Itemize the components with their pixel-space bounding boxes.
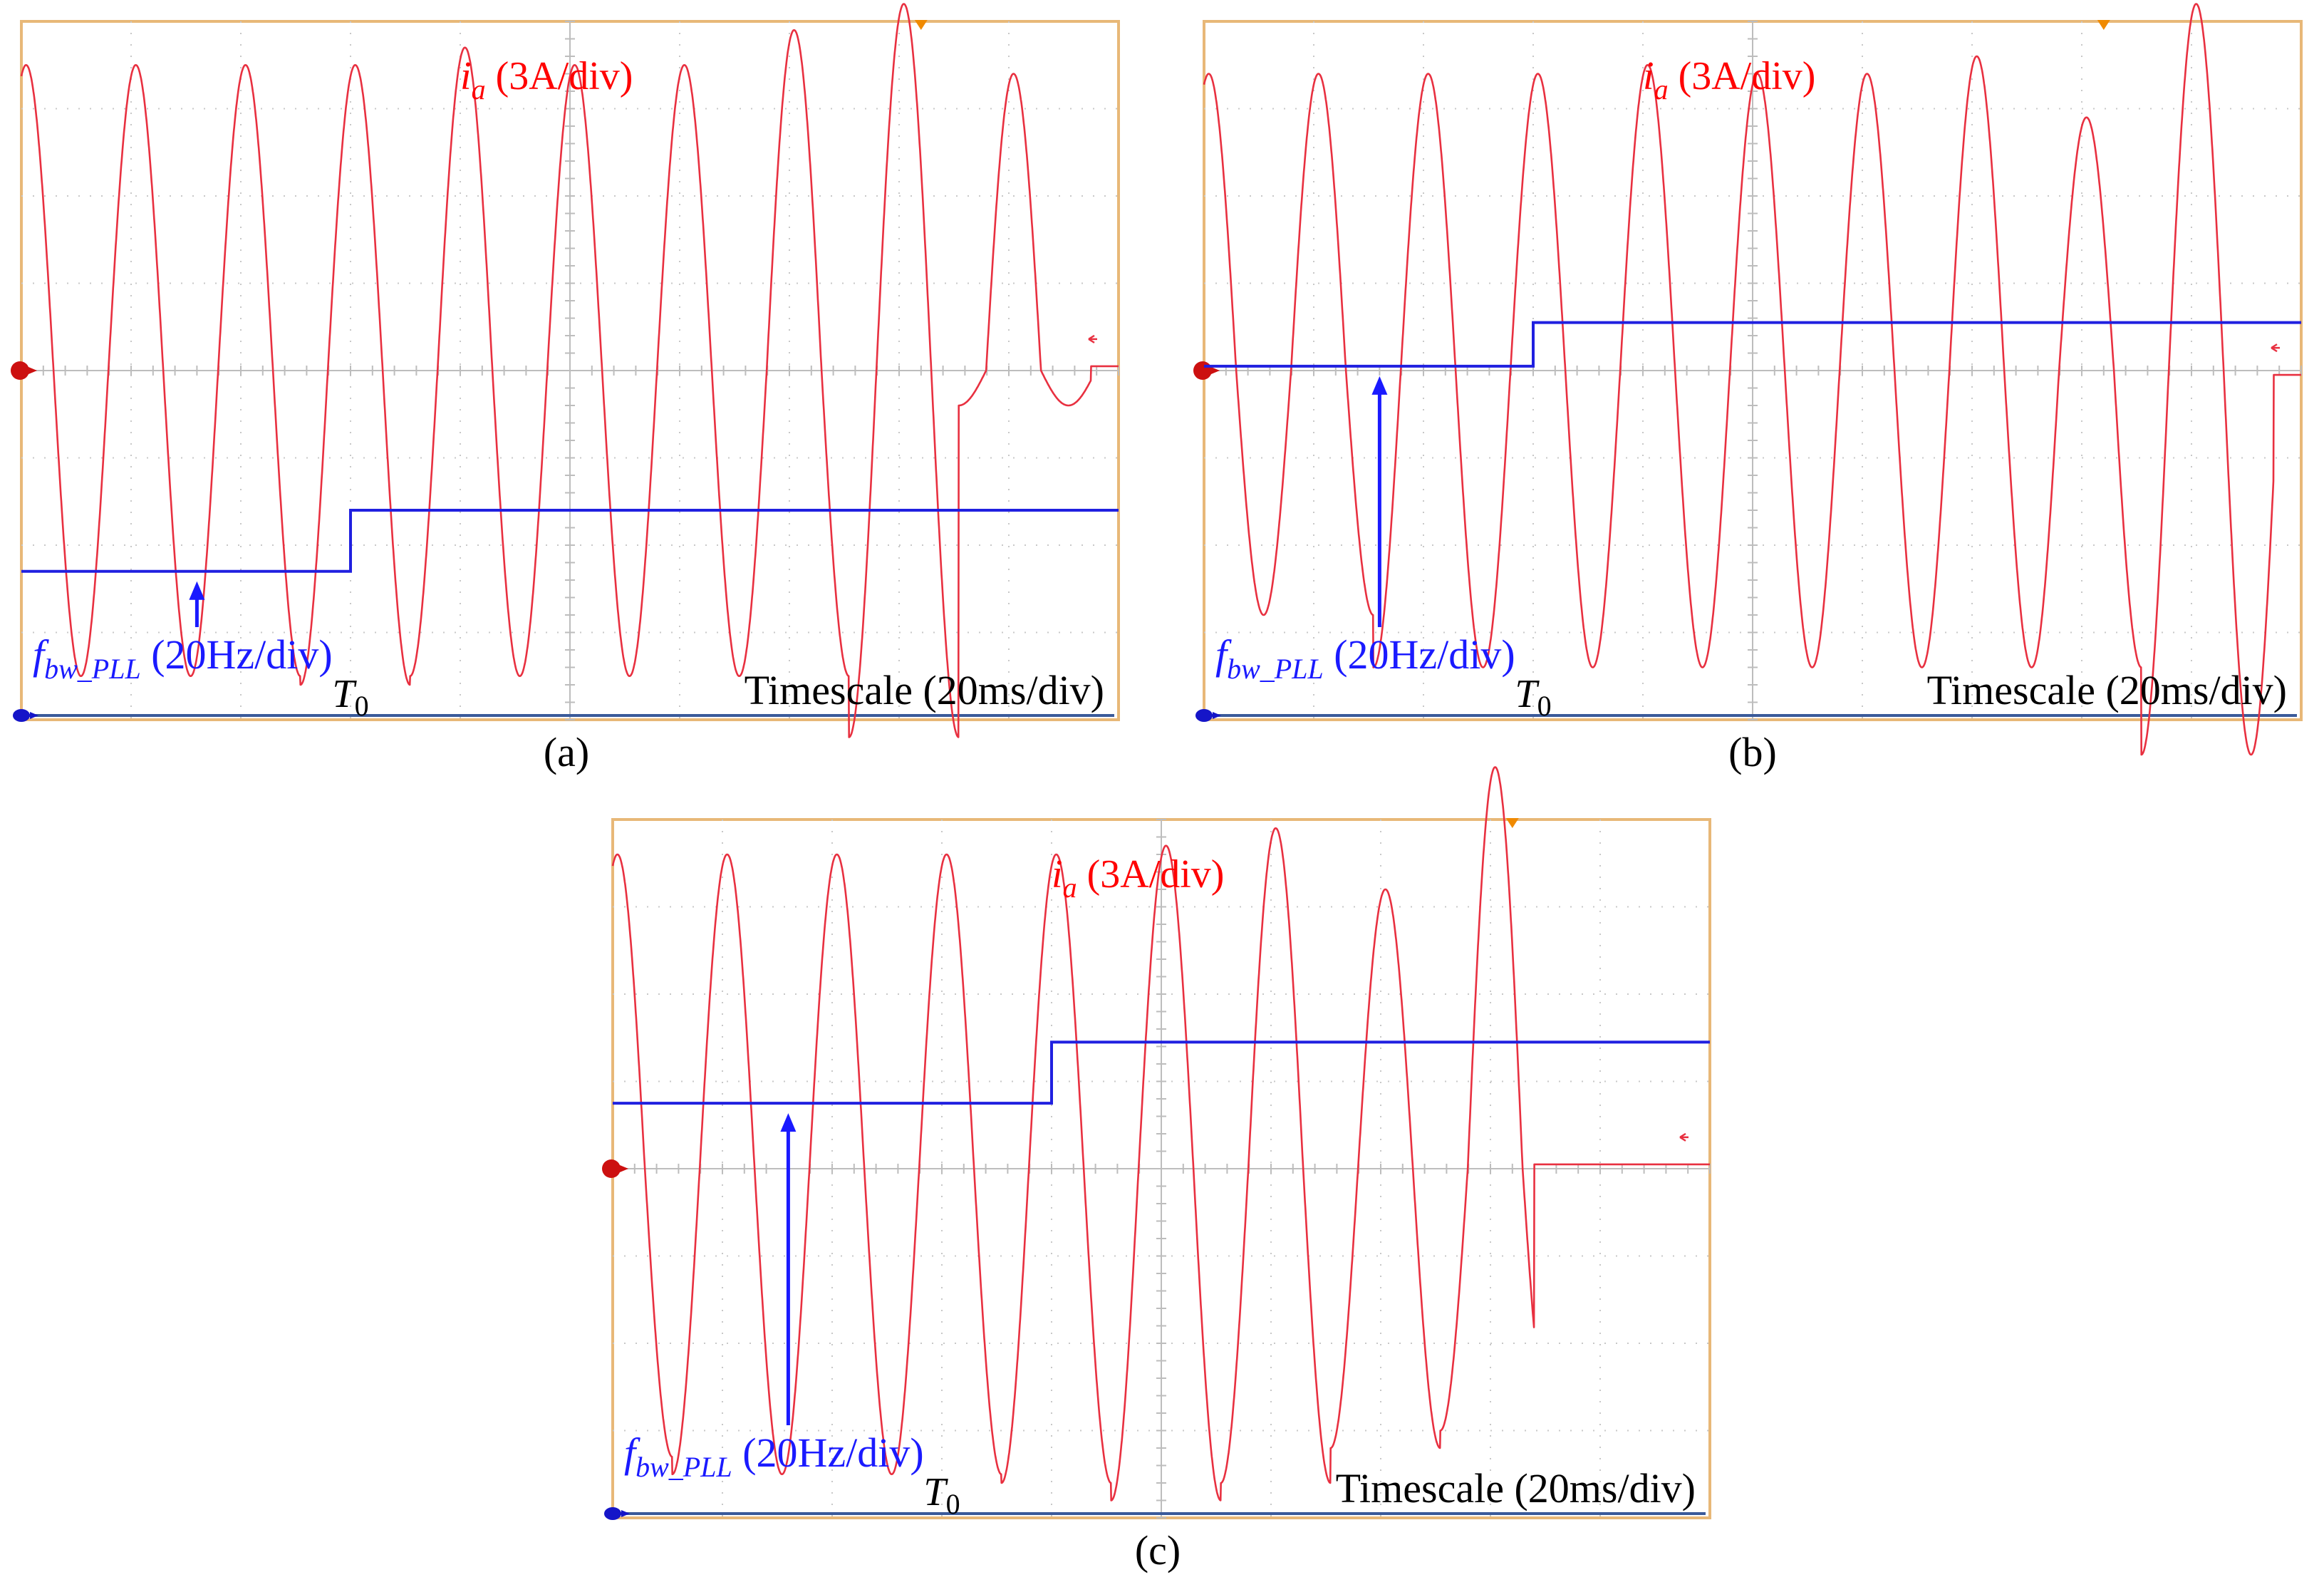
panel-c: ia (3A/div) fbw_PLL (20Hz/div)T0 Timescale… <box>602 766 1711 1520</box>
bandwidth-arrow-icon <box>1371 376 1388 395</box>
trace-i-a <box>1203 3 2302 756</box>
t0-subscript: 0 <box>1537 690 1552 722</box>
current-label-symbol: i <box>1052 852 1063 896</box>
ch1-ground-marker-icon <box>11 361 29 380</box>
ch2-arrow-icon <box>30 712 38 719</box>
t0-symbol: T <box>332 672 357 716</box>
trigger-marker-icon <box>2097 20 2110 30</box>
t0-label: T0 <box>923 1470 960 1520</box>
ch1-ground-marker-icon <box>602 1159 621 1178</box>
current-label-subscript: a <box>1063 872 1077 904</box>
ch2-marker-icon <box>13 709 30 722</box>
trigger-marker-icon <box>1505 818 1519 828</box>
bandwidth-label-unit: (20Hz/div) <box>1324 631 1515 678</box>
trace-i-a-level-icon <box>1088 334 1097 343</box>
scope-screen-b: ia (3A/div) fbw_PLL (20Hz/div)T0 Timescale… <box>1193 3 2303 756</box>
caption-c: (c) <box>1135 1527 1181 1573</box>
current-label-symbol: i <box>1643 54 1654 98</box>
trace-i-a-level-icon <box>1679 1132 1688 1142</box>
ch2-arrow-icon <box>621 1510 630 1517</box>
bandwidth-arrow-icon <box>780 1113 797 1132</box>
current-label-unit: (3A/div) <box>1077 852 1225 896</box>
bandwidth-label-subscript: bw_PLL <box>636 1451 732 1483</box>
ch2-arrow-icon <box>1213 712 1221 719</box>
bandwidth-label-subscript: bw_PLL <box>44 653 141 685</box>
current-label-symbol: i <box>460 54 472 98</box>
caption-b: (b) <box>1728 729 1777 775</box>
trace-i-a <box>20 3 1119 738</box>
ch2-marker-icon <box>604 1507 621 1520</box>
bandwidth-label: fbw_PLL (20Hz/div) <box>33 631 333 685</box>
trigger-marker-icon <box>914 20 928 30</box>
bandwidth-label-unit: (20Hz/div) <box>732 1430 924 1476</box>
bandwidth-label-subscript: bw_PLL <box>1227 653 1324 685</box>
current-label: ia (3A/div) <box>1052 852 1224 904</box>
ch1-ground-arrow-icon <box>1211 367 1220 374</box>
ch1-ground-arrow-icon <box>28 367 37 374</box>
ch2-marker-icon <box>1195 709 1213 722</box>
trace-i-a-level-icon <box>2271 343 2280 353</box>
bandwidth-label-unit: (20Hz/div) <box>141 631 333 678</box>
scope-screen-a: ia (3A/div) fbw_PLL (20Hz/div)T0 Timescale… <box>11 3 1120 738</box>
bandwidth-label: fbw_PLL (20Hz/div) <box>1215 631 1515 685</box>
current-label-subscript: a <box>1654 73 1669 105</box>
timescale-label: Timescale (20ms/div) <box>1927 667 2287 713</box>
current-label-unit: (3A/div) <box>1669 54 1816 98</box>
trace-f-bw-pll <box>1204 321 2301 368</box>
panel-b: ia (3A/div) fbw_PLL (20Hz/div)T0 Timescale… <box>1193 3 2303 756</box>
t0-symbol: T <box>1515 672 1540 716</box>
ch1-ground-marker-icon <box>1193 361 1212 380</box>
t0-label: T0 <box>1515 672 1551 722</box>
current-label: ia (3A/div) <box>460 54 633 105</box>
t0-label: T0 <box>332 672 368 722</box>
timescale-label: Timescale (20ms/div) <box>745 667 1104 713</box>
trace-f-bw-pll <box>21 509 1119 573</box>
current-label: ia (3A/div) <box>1643 54 1815 105</box>
current-label-unit: (3A/div) <box>486 54 633 98</box>
scope-screen-c: ia (3A/div) fbw_PLL (20Hz/div)T0 Timescale… <box>602 766 1711 1520</box>
timescale-label: Timescale (20ms/div) <box>1336 1465 1696 1511</box>
trace-f-bw-pll <box>613 1040 1710 1105</box>
ch1-ground-arrow-icon <box>620 1165 628 1172</box>
trace-i-a <box>611 766 1711 1501</box>
bandwidth-arrow-icon <box>189 581 205 600</box>
current-label-subscript: a <box>472 73 486 105</box>
caption-a: (a) <box>544 729 589 775</box>
t0-symbol: T <box>923 1470 948 1514</box>
t0-subscript: 0 <box>355 690 369 722</box>
t0-subscript: 0 <box>946 1488 960 1520</box>
bandwidth-label: fbw_PLL (20Hz/div) <box>624 1430 924 1483</box>
panel-a: ia (3A/div) fbw_PLL (20Hz/div)T0 Timescale… <box>11 3 1120 738</box>
